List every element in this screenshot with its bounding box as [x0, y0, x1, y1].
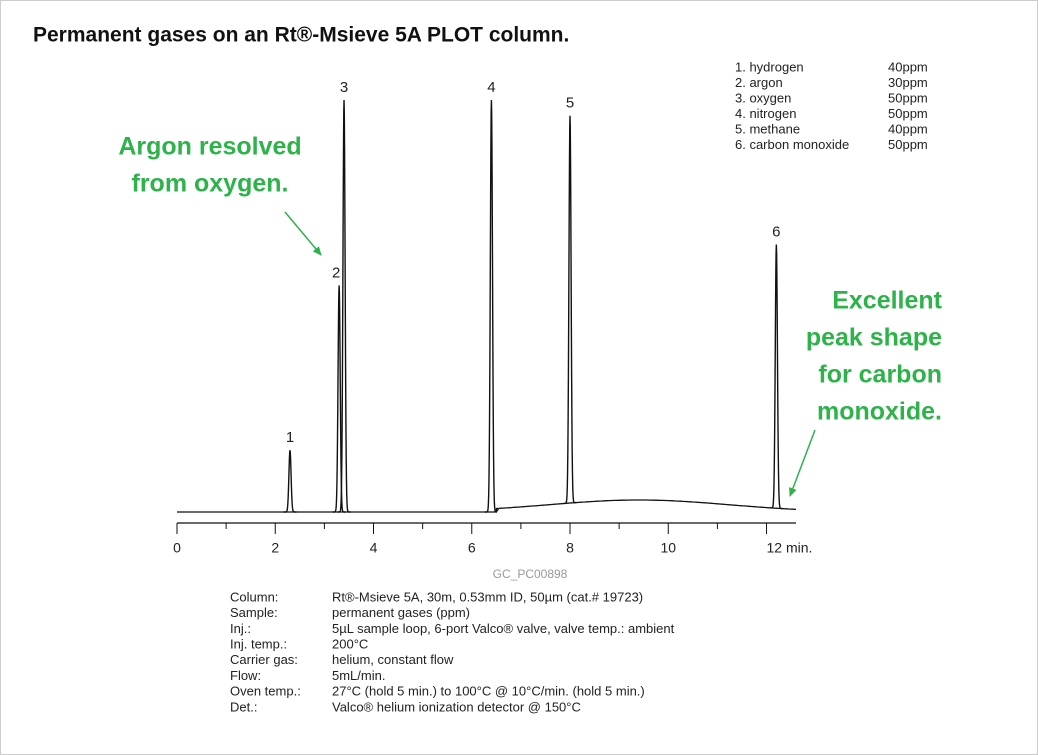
chart-title: Permanent gases on an Rt®-Msieve 5A PLOT… — [33, 24, 569, 47]
condition-value: 5µL sample loop, 6-port Valco® valve, va… — [332, 621, 675, 636]
condition-label: Oven temp.: — [230, 684, 301, 699]
legend-amount: 40ppm — [888, 121, 928, 136]
peak — [769, 244, 783, 510]
x-tick-label: 2 — [271, 540, 279, 556]
peak-label: 1 — [286, 429, 294, 446]
annotation: from oxygen. — [132, 170, 289, 198]
condition-label: Inj.: — [230, 621, 251, 636]
peak — [563, 115, 577, 505]
peak — [484, 99, 498, 513]
legend-amount: 30ppm — [888, 75, 928, 90]
legend-amount: 40ppm — [888, 59, 928, 74]
legend-name: 1. hydrogen — [735, 59, 804, 74]
annotation: for carbon — [818, 361, 942, 389]
annotation: Argon resolved — [118, 133, 301, 161]
x-tick-label: 4 — [370, 540, 378, 556]
legend-name: 6. carbon monoxide — [735, 137, 849, 152]
legend-name: 3. oxygen — [735, 90, 791, 105]
peak-label: 3 — [340, 79, 348, 96]
figure-id: GC_PC00898 — [493, 567, 568, 581]
condition-value: permanent gases (ppm) — [332, 605, 470, 620]
legend-amount: 50ppm — [888, 106, 928, 121]
condition-value: Rt®-Msieve 5A, 30m, 0.53mm ID, 50µm (cat… — [332, 589, 643, 604]
arrow — [789, 429, 816, 497]
x-tick-label: 6 — [468, 540, 476, 556]
annotation: peak shape — [806, 324, 942, 352]
condition-value: Valco® helium ionization detector @ 150°… — [332, 699, 581, 714]
legend-amount: 50ppm — [888, 90, 928, 105]
annotation: Excellent — [832, 287, 942, 315]
arrow — [284, 211, 322, 256]
x-tick-label: 8 — [566, 540, 574, 556]
peak — [332, 285, 346, 513]
x-tick-label: 12 min. — [767, 540, 813, 556]
peak — [283, 450, 297, 513]
condition-label: Sample: — [230, 605, 278, 620]
annotation: monoxide. — [817, 398, 942, 426]
peak-label: 2 — [332, 264, 340, 281]
condition-label: Det.: — [230, 699, 257, 714]
condition-value: 27°C (hold 5 min.) to 100°C @ 10°C/min. … — [332, 684, 645, 699]
peak-label: 5 — [566, 95, 574, 112]
peak-label: 6 — [772, 224, 780, 241]
condition-label: Column: — [230, 589, 278, 604]
condition-value: helium, constant flow — [332, 652, 454, 667]
condition-label: Inj. temp.: — [230, 637, 287, 652]
legend-name: 4. nitrogen — [735, 106, 796, 121]
condition-value: 5mL/min. — [332, 668, 385, 683]
peak-label: 4 — [487, 79, 495, 96]
legend-amount: 50ppm — [888, 137, 928, 152]
x-tick-label: 10 — [660, 540, 676, 556]
condition-value: 200°C — [332, 637, 368, 652]
condition-label: Carrier gas: — [230, 652, 298, 667]
legend-name: 2. argon — [735, 75, 783, 90]
condition-label: Flow: — [230, 668, 261, 683]
x-tick-label: 0 — [173, 540, 181, 556]
legend-name: 5. methane — [735, 121, 800, 136]
peak — [337, 99, 351, 513]
